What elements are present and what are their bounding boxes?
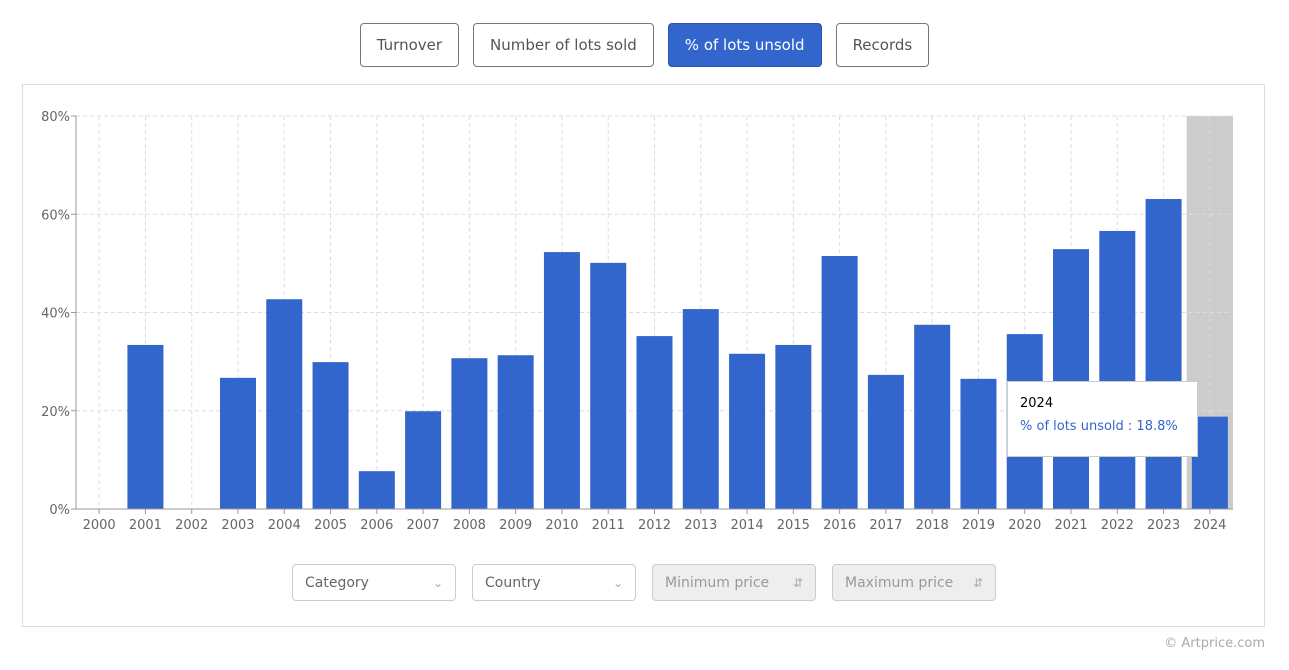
x-tick-label: 2022 [1101,518,1134,533]
x-tick-label: 2012 [638,518,671,533]
x-tick-label: 2023 [1147,518,1180,533]
bar-2007 [405,411,442,509]
bar-2006 [358,471,395,509]
tab-lots-unsold[interactable]: % of lots unsold [667,23,822,67]
spinner-icon: ⇵ [972,575,983,590]
x-tick-label: 2002 [175,518,208,533]
y-tick-label: 60% [41,208,70,223]
bar-2023 [1145,199,1182,510]
country-select[interactable]: Country ⌄ [472,564,636,601]
category-select[interactable]: Category ⌄ [292,564,456,601]
tooltip-title: 2024 [1020,396,1054,411]
bar-2018 [914,324,951,509]
y-tick-label: 40% [41,307,70,322]
bar-2013 [682,309,719,509]
x-tick-label: 2006 [360,518,393,533]
x-tick-label: 2019 [962,518,995,533]
x-tick-label: 2007 [407,518,440,533]
bar-2009 [497,355,534,509]
bar-2022 [1099,230,1136,509]
bar-2014 [729,353,766,509]
chart-panel [22,84,1265,627]
x-tick-label: 2024 [1193,518,1226,533]
copyright: © Artprice.com [1164,636,1265,651]
max-price-input[interactable]: Maximum price ⇵ [832,564,996,601]
y-tick-label: 0% [49,503,70,518]
filters: Category ⌄ Country ⌄ Minimum price ⇵ Maximu… [292,564,996,601]
bar-2003 [219,377,256,509]
x-tick-label: 2021 [1054,518,1087,533]
bar-2004 [266,299,303,509]
chevron-down-icon: ⌄ [432,575,443,590]
min-price-input[interactable]: Minimum price ⇵ [652,564,816,601]
bar-2016 [821,256,858,509]
x-tick-label: 2014 [731,518,764,533]
x-tick-label: 2001 [129,518,162,533]
bar-2010 [543,252,580,510]
max-price-label: Maximum price [845,574,954,591]
bar-chart: 0% 20% 40% 60% 80% 2000 2001 2002 2003 2004 2005 20… [41,110,1233,533]
min-price-label: Minimum price [665,574,770,591]
tab-lots-sold[interactable]: Number of lots sold [473,23,654,67]
tooltip: 2024 % of lots unsold : 18.8% [1007,381,1198,457]
x-tick-label: 2005 [314,518,347,533]
spinner-icon: ⇵ [792,575,803,590]
x-tick-label: 2008 [453,518,486,533]
bar-2012 [636,336,673,509]
chevron-down-icon: ⌄ [612,575,623,590]
y-tick-label: 80% [41,110,70,125]
bar-2011 [590,262,627,509]
y-tick-label: 20% [41,405,70,420]
x-tick-label: 2010 [545,518,578,533]
x-tick-label: 2015 [777,518,810,533]
country-label: Country [485,574,541,591]
x-tick-label: 2016 [823,518,856,533]
x-tick-label: 2003 [221,518,254,533]
x-tick-label: 2000 [83,518,116,533]
bar-2021 [1053,249,1090,509]
x-tick-label: 2017 [869,518,902,533]
tab-records[interactable]: Records [835,23,930,67]
tab-turnover[interactable]: Turnover [359,23,460,67]
x-tick-label: 2004 [268,518,301,533]
bar-2019 [960,378,997,509]
x-tick-label: 2013 [684,518,717,533]
bar-2001 [127,344,164,509]
metric-tabs: Turnover Number of lots sold % of lots u… [0,23,1289,67]
bar-2005 [312,362,349,509]
x-tick-label: 2009 [499,518,532,533]
category-label: Category [305,574,369,591]
bar-2008 [451,358,488,509]
x-tick-label: 2020 [1008,518,1041,533]
bar-2017 [867,374,904,509]
bar-2015 [775,344,812,509]
x-tick-label: 2018 [916,518,949,533]
tooltip-value: % of lots unsold : 18.8% [1020,419,1178,434]
x-tick-label: 2011 [592,518,625,533]
